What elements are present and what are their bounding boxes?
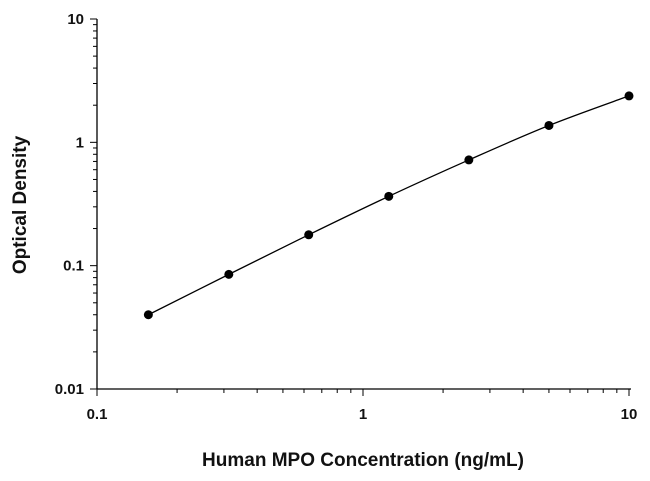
- x-axis-ticks: [96, 389, 630, 396]
- data-point: [224, 269, 234, 279]
- x-axis-label: Human MPO Concentration (ng/mL): [202, 450, 524, 471]
- axes: [96, 19, 631, 390]
- data-point: [624, 91, 634, 101]
- fit-curve: [148, 95, 630, 316]
- data-point: [464, 155, 474, 165]
- data-point: [384, 191, 394, 201]
- x-tick-label: 1: [359, 406, 367, 423]
- y-axis-tick-labels: 0.01 0.1 1 10: [55, 11, 84, 398]
- y-tick-label: 0.1: [63, 258, 84, 275]
- data-points: [143, 91, 634, 320]
- y-axis-label: Optical Density: [10, 135, 31, 274]
- y-axis-ticks: [90, 18, 97, 390]
- x-axis-tick-labels: 0.1 1 10: [87, 406, 638, 423]
- x-tick-label: 10: [621, 406, 638, 423]
- data-point: [143, 310, 153, 320]
- y-tick-label: 1: [76, 134, 84, 151]
- data-point: [544, 120, 554, 130]
- data-point: [304, 230, 314, 240]
- y-tick-label: 10: [67, 11, 84, 28]
- x-tick-label: 0.1: [87, 406, 108, 423]
- y-tick-label: 0.01: [55, 381, 84, 398]
- fit-curve-group: [148, 95, 630, 316]
